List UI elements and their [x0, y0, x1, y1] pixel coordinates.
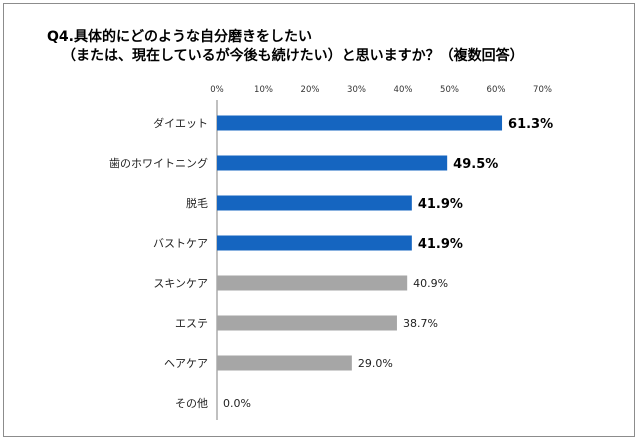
x-tick-label: 40%: [394, 85, 413, 95]
x-tick-label: 0%: [210, 85, 224, 95]
category-label: その他: [175, 397, 208, 410]
value-label: 38.7%: [403, 317, 438, 330]
category-label: ヘアケア: [164, 357, 208, 370]
category-label: 歯のホワイトニング: [109, 156, 208, 170]
x-tick-label: 60%: [487, 85, 506, 95]
chart-title-line1: Q4.具体的にどのような自分磨きをしたい: [47, 29, 312, 45]
bar: [217, 355, 352, 371]
category-label: 脱毛: [186, 196, 208, 210]
bar: [217, 155, 448, 171]
category-label: バストケア: [153, 237, 208, 250]
value-label: 41.9%: [418, 197, 463, 212]
value-label: 49.5%: [453, 157, 498, 172]
x-tick-label: 50%: [440, 85, 459, 95]
value-label: 29.0%: [358, 357, 393, 370]
category-label: ダイエット: [153, 116, 208, 130]
x-tick-label: 10%: [254, 85, 273, 95]
category-label: エステ: [175, 317, 208, 330]
x-tick-label: 30%: [347, 85, 366, 95]
value-label: 40.9%: [413, 277, 448, 290]
x-tick-label: 70%: [533, 85, 552, 95]
bar: [217, 315, 397, 331]
bar: [217, 115, 503, 131]
value-label: 0.0%: [223, 397, 251, 410]
value-label: 41.9%: [418, 237, 463, 252]
bar: [217, 195, 412, 211]
category-label: スキンケア: [153, 277, 208, 290]
bar: [217, 275, 408, 291]
chart-title-line2: （または、現在しているが今後も続けたい）と思いますか？（複数回答）: [62, 48, 524, 64]
value-label: 61.3%: [508, 117, 553, 132]
bar: [217, 235, 412, 251]
x-tick-label: 20%: [301, 85, 320, 95]
